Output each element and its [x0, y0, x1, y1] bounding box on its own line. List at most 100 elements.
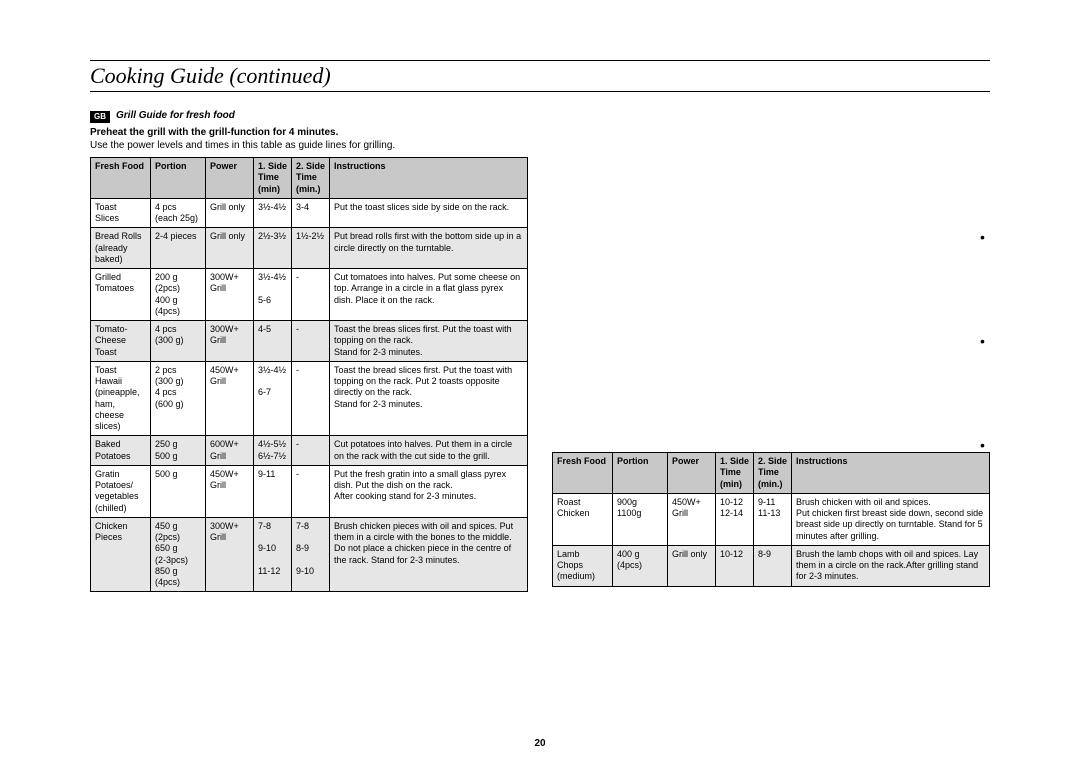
cell-portion: 2 pcs(300 g)4 pcs(600 g): [151, 361, 206, 436]
cell-portion: 4 pcs(each 25g): [151, 198, 206, 228]
th-side2: 2. SideTime(min.): [754, 453, 792, 494]
cell-t2: 7-88-99-10: [292, 517, 330, 592]
table-row: ToastHawaii(pineapple,ham,cheeseslices)2…: [91, 361, 528, 436]
cell-t2: -: [292, 436, 330, 466]
table-row: BakedPotatoes250 g500 g600W+Grill4½-5½6½…: [91, 436, 528, 466]
cell-instr: Brush chicken pieces with oil and spices…: [330, 517, 528, 592]
cell-power: 600W+Grill: [206, 436, 254, 466]
cell-instr: Put bread rolls first with the bottom si…: [330, 228, 528, 269]
right-column: • • • Fresh Food Portion Power 1. SideTi…: [552, 110, 990, 592]
cell-t1: 4½-5½6½-7½: [254, 436, 292, 466]
cell-power: 300W+Grill: [206, 517, 254, 592]
grill-table-right: Fresh Food Portion Power 1. SideTime(min…: [552, 452, 990, 587]
cell-power: 450W+Grill: [206, 465, 254, 517]
cell-portion: 400 g(4pcs): [613, 545, 668, 586]
cell-food: ChickenPieces: [91, 517, 151, 592]
usage-note: Use the power levels and times in this t…: [90, 140, 528, 151]
th-instructions: Instructions: [330, 158, 528, 199]
cell-t1: 7-89-1011-12: [254, 517, 292, 592]
cell-portion: 250 g500 g: [151, 436, 206, 466]
cell-power: Grill only: [668, 545, 716, 586]
cell-t1: 3½-4½5-6: [254, 269, 292, 321]
table-row: GrilledTomatoes200 g(2pcs)400 g(4pcs)300…: [91, 269, 528, 321]
cell-t1: 10-1212-14: [716, 493, 754, 545]
manual-page: Cooking Guide (continued) GB Grill Guide…: [0, 0, 1080, 763]
table-row: ChickenPieces450 g(2pcs)650 g(2-3pcs)850…: [91, 517, 528, 592]
margin-bullets: • • •: [980, 230, 990, 452]
section-header-row: GB Grill Guide for fresh food: [90, 110, 528, 123]
cell-food: LambChops(medium): [553, 545, 613, 586]
cell-instr: Cut potatoes into halves. Put them in a …: [330, 436, 528, 466]
cell-instr: Put the fresh gratin into a small glass …: [330, 465, 528, 517]
table-head: Fresh Food Portion Power 1. SideTime(min…: [553, 453, 990, 494]
cell-instr: Toast the breas slices first. Put the to…: [330, 321, 528, 362]
cell-food: GratinPotatoes/vegetables(chilled): [91, 465, 151, 517]
table-row: Tomato-CheeseToast4 pcs(300 g)300W+Grill…: [91, 321, 528, 362]
th-power: Power: [668, 453, 716, 494]
cell-t2: 8-9: [754, 545, 792, 586]
cell-portion: 450 g(2pcs)650 g(2-3pcs)850 g(4pcs): [151, 517, 206, 592]
cell-t1: 3½-4½6-7: [254, 361, 292, 436]
preheat-note: Preheat the grill with the grill-functio…: [90, 127, 528, 138]
cell-power: Grill only: [206, 198, 254, 228]
th-instructions: Instructions: [792, 453, 990, 494]
grill-table-left: Fresh Food Portion Power 1. SideTime(min…: [90, 157, 528, 592]
cell-power: 300W+Grill: [206, 321, 254, 362]
cell-t2: 9-1111-13: [754, 493, 792, 545]
cell-food: GrilledTomatoes: [91, 269, 151, 321]
table-head: Fresh Food Portion Power 1. SideTime(min…: [91, 158, 528, 199]
cell-instr: Cut tomatoes into halves. Put some chees…: [330, 269, 528, 321]
cell-t2: -: [292, 269, 330, 321]
table-row: GratinPotatoes/vegetables(chilled)500 g4…: [91, 465, 528, 517]
cell-t1: 2½-3½: [254, 228, 292, 269]
cell-portion: 200 g(2pcs)400 g(4pcs): [151, 269, 206, 321]
cell-portion: 2-4 pieces: [151, 228, 206, 269]
cell-t2: -: [292, 465, 330, 517]
cell-t1: 3½-4½: [254, 198, 292, 228]
cell-food: BakedPotatoes: [91, 436, 151, 466]
cell-instr: Brush chicken with oil and spices.Put ch…: [792, 493, 990, 545]
bullet-icon: •: [980, 438, 990, 452]
cell-instr: Toast the bread slices first. Put the to…: [330, 361, 528, 436]
table-row: Bread Rolls(alreadybaked)2-4 piecesGrill…: [91, 228, 528, 269]
cell-power: Grill only: [206, 228, 254, 269]
cell-food: ToastHawaii(pineapple,ham,cheeseslices): [91, 361, 151, 436]
cell-t2: 1½-2½: [292, 228, 330, 269]
th-portion: Portion: [613, 453, 668, 494]
cell-instr: Brush the lamb chops with oil and spices…: [792, 545, 990, 586]
th-power: Power: [206, 158, 254, 199]
cell-food: Bread Rolls(alreadybaked): [91, 228, 151, 269]
table-body-left: ToastSlices4 pcs(each 25g)Grill only3½-4…: [91, 198, 528, 592]
table-body-right: RoastChicken900g1100g450W+Grill10-1212-1…: [553, 493, 990, 586]
cell-food: ToastSlices: [91, 198, 151, 228]
cell-t1: 10-12: [716, 545, 754, 586]
cell-food: Tomato-CheeseToast: [91, 321, 151, 362]
cell-power: 450W+Grill: [206, 361, 254, 436]
cell-portion: 4 pcs(300 g): [151, 321, 206, 362]
table-row: LambChops(medium)400 g(4pcs)Grill only10…: [553, 545, 990, 586]
th-food: Fresh Food: [553, 453, 613, 494]
rule-below-title: [90, 91, 990, 92]
cell-instr: Put the toast slices side by side on the…: [330, 198, 528, 228]
bullet-icon: •: [980, 230, 990, 244]
section-title: Grill Guide for fresh food: [116, 110, 235, 121]
table-row: RoastChicken900g1100g450W+Grill10-1212-1…: [553, 493, 990, 545]
cell-portion: 500 g: [151, 465, 206, 517]
page-number: 20: [0, 738, 1080, 749]
cell-t2: -: [292, 361, 330, 436]
cell-t1: 4-5: [254, 321, 292, 362]
th-side1: 1. SideTime(min): [254, 158, 292, 199]
two-column-layout: GB Grill Guide for fresh food Preheat th…: [90, 110, 990, 592]
cell-food: RoastChicken: [553, 493, 613, 545]
cell-power: 300W+Grill: [206, 269, 254, 321]
page-title: Cooking Guide (continued): [90, 63, 990, 89]
gb-badge: GB: [90, 111, 110, 123]
cell-power: 450W+Grill: [668, 493, 716, 545]
bullet-icon: •: [980, 334, 990, 348]
th-side2: 2. SideTime(min.): [292, 158, 330, 199]
th-portion: Portion: [151, 158, 206, 199]
rule-top: [90, 60, 990, 61]
cell-t2: -: [292, 321, 330, 362]
table-row: ToastSlices4 pcs(each 25g)Grill only3½-4…: [91, 198, 528, 228]
cell-t1: 9-11: [254, 465, 292, 517]
